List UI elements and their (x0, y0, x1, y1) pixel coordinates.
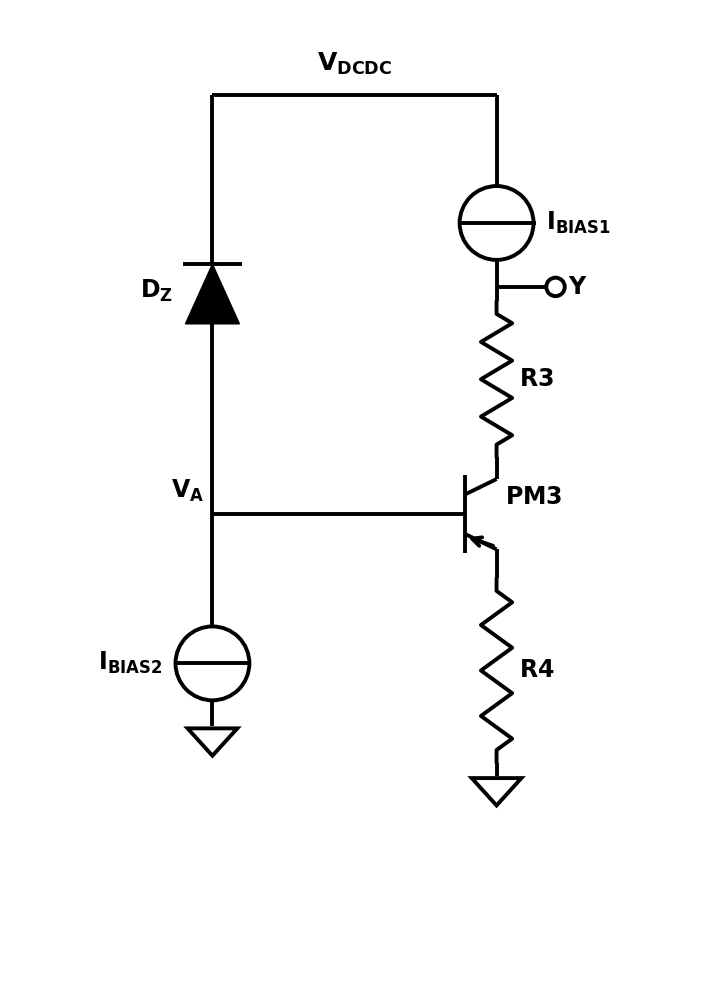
Text: $\mathbf{V_A}$: $\mathbf{V_A}$ (171, 477, 204, 504)
Text: $\mathbf{V_{DCDC}}$: $\mathbf{V_{DCDC}}$ (317, 51, 392, 77)
Polygon shape (186, 264, 240, 324)
Text: $\mathbf{I_{BIAS2}}$: $\mathbf{I_{BIAS2}}$ (99, 650, 162, 676)
Text: $\mathbf{I_{BIAS1}}$: $\mathbf{I_{BIAS1}}$ (547, 210, 611, 236)
Text: $\mathbf{R4}$: $\mathbf{R4}$ (519, 658, 555, 682)
Text: $\mathbf{Y}$: $\mathbf{Y}$ (569, 275, 588, 299)
Text: $\mathbf{R3}$: $\mathbf{R3}$ (519, 367, 554, 391)
Text: $\mathbf{PM3}$: $\mathbf{PM3}$ (505, 485, 562, 509)
Text: $\mathbf{D_Z}$: $\mathbf{D_Z}$ (140, 277, 174, 304)
